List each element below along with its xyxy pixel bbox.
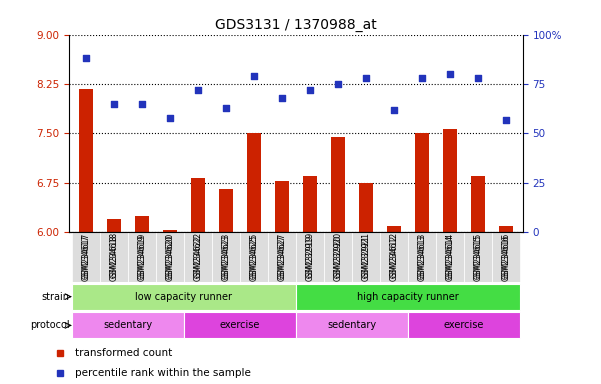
Text: GSM234625: GSM234625	[249, 232, 258, 278]
Text: GSM234618: GSM234618	[109, 235, 118, 281]
Bar	[163, 230, 177, 232]
Bar	[247, 134, 261, 232]
Text: GSM234615: GSM234615	[474, 232, 483, 278]
Text: GSM234622: GSM234622	[194, 232, 203, 278]
Text: GSM234619: GSM234619	[138, 235, 147, 281]
Point	[249, 73, 259, 79]
Bar	[387, 226, 401, 232]
FancyBboxPatch shape	[212, 232, 240, 282]
FancyBboxPatch shape	[296, 232, 324, 282]
Text: exercise: exercise	[444, 320, 484, 331]
Point	[193, 87, 203, 93]
Text: GSM234614: GSM234614	[445, 235, 454, 281]
FancyBboxPatch shape	[100, 232, 128, 282]
Bar	[275, 181, 289, 232]
Point	[221, 105, 231, 111]
FancyBboxPatch shape	[296, 313, 408, 338]
FancyBboxPatch shape	[408, 232, 436, 282]
Text: GSM232920: GSM232920	[334, 232, 343, 278]
Bar	[415, 134, 429, 232]
Bar	[331, 137, 345, 232]
FancyBboxPatch shape	[184, 232, 212, 282]
Point	[277, 95, 287, 101]
Point	[361, 75, 371, 81]
Bar	[191, 178, 205, 232]
FancyBboxPatch shape	[324, 232, 352, 282]
Point	[81, 55, 91, 61]
FancyBboxPatch shape	[184, 313, 296, 338]
Text: sedentary: sedentary	[328, 320, 377, 331]
Point	[473, 75, 483, 81]
FancyBboxPatch shape	[408, 313, 520, 338]
Text: GSM234620: GSM234620	[165, 232, 174, 278]
Text: GSM234623: GSM234623	[222, 235, 230, 281]
Bar	[79, 89, 93, 232]
Bar	[219, 189, 233, 232]
Point	[389, 107, 399, 113]
FancyBboxPatch shape	[240, 232, 268, 282]
Text: GSM234612: GSM234612	[389, 235, 398, 281]
Text: GSM234618: GSM234618	[109, 232, 118, 278]
Text: GSM234625: GSM234625	[249, 235, 258, 281]
Text: GSM234623: GSM234623	[222, 232, 230, 278]
FancyBboxPatch shape	[72, 284, 296, 310]
Text: GSM234622: GSM234622	[194, 235, 203, 281]
Text: GSM234627: GSM234627	[278, 235, 287, 281]
Point	[417, 75, 427, 81]
Text: GSM232921: GSM232921	[362, 235, 370, 281]
Text: percentile rank within the sample: percentile rank within the sample	[75, 368, 251, 378]
Bar	[471, 176, 485, 232]
Text: GSM234613: GSM234613	[418, 232, 427, 278]
Bar	[135, 216, 149, 232]
FancyBboxPatch shape	[268, 232, 296, 282]
FancyBboxPatch shape	[464, 232, 492, 282]
Bar	[303, 176, 317, 232]
Point	[445, 71, 455, 77]
Text: GSM234617: GSM234617	[81, 232, 90, 278]
Text: protocol: protocol	[30, 320, 70, 331]
Text: GSM234614: GSM234614	[445, 232, 454, 278]
Text: exercise: exercise	[220, 320, 260, 331]
FancyBboxPatch shape	[72, 313, 184, 338]
Text: GSM234613: GSM234613	[418, 235, 427, 281]
FancyBboxPatch shape	[436, 232, 464, 282]
Bar	[499, 226, 513, 232]
Point	[165, 114, 175, 121]
Text: low capacity runner: low capacity runner	[135, 291, 233, 302]
Point	[137, 101, 147, 107]
FancyBboxPatch shape	[380, 232, 408, 282]
FancyBboxPatch shape	[156, 232, 184, 282]
Point	[305, 87, 315, 93]
Bar	[107, 219, 121, 232]
Text: GSM234619: GSM234619	[138, 232, 147, 278]
FancyBboxPatch shape	[352, 232, 380, 282]
Text: GSM234627: GSM234627	[278, 232, 287, 278]
Text: strain: strain	[41, 291, 70, 302]
Text: GSM234617: GSM234617	[81, 235, 90, 281]
Text: GSM234615: GSM234615	[474, 235, 483, 281]
Bar	[359, 183, 373, 232]
Text: GSM232919: GSM232919	[305, 235, 314, 281]
Point	[109, 101, 119, 107]
Text: GSM234612: GSM234612	[389, 232, 398, 278]
Text: transformed count: transformed count	[75, 348, 172, 358]
Text: GSM232920: GSM232920	[334, 235, 343, 281]
Text: GSM232921: GSM232921	[362, 232, 370, 278]
Text: GSM234620: GSM234620	[165, 235, 174, 281]
FancyBboxPatch shape	[492, 232, 520, 282]
Text: GSM232919: GSM232919	[305, 232, 314, 278]
FancyBboxPatch shape	[296, 284, 520, 310]
Point	[501, 116, 511, 122]
Title: GDS3131 / 1370988_at: GDS3131 / 1370988_at	[215, 18, 377, 32]
FancyBboxPatch shape	[72, 232, 100, 282]
Bar	[443, 129, 457, 232]
Text: high capacity runner: high capacity runner	[357, 291, 459, 302]
Text: sedentary: sedentary	[103, 320, 153, 331]
Text: GSM234616: GSM234616	[502, 235, 511, 281]
Point	[333, 81, 343, 87]
FancyBboxPatch shape	[128, 232, 156, 282]
Text: GSM234616: GSM234616	[502, 232, 511, 278]
